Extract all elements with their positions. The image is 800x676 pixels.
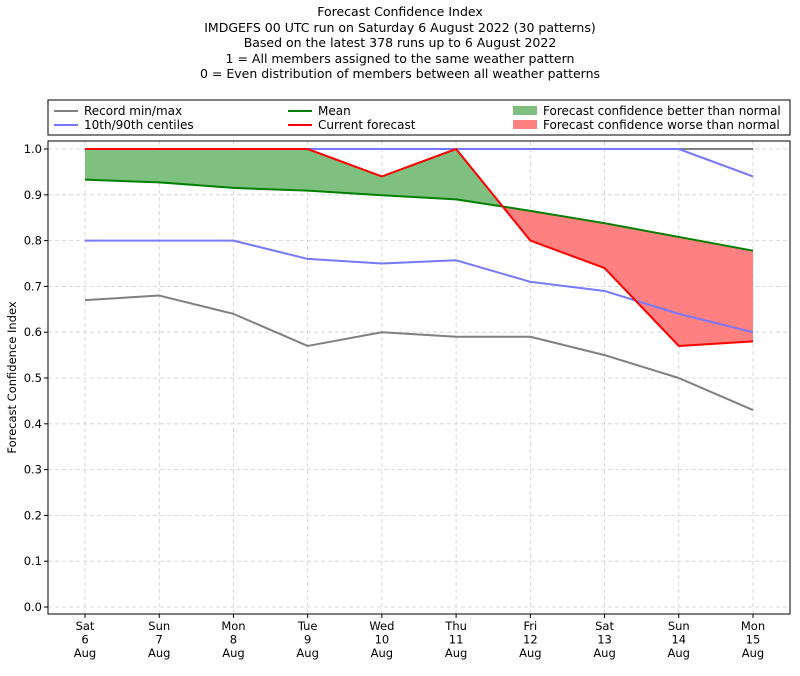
y-tick-label: 0.2: [24, 508, 42, 522]
x-tick-label: Mon 8 Aug: [221, 619, 245, 660]
confidence-fills: [85, 149, 753, 346]
series-line-record-min: [84, 294, 754, 411]
x-tick-label: Thu 11 Aug: [444, 619, 467, 660]
legend-label: Current forecast: [318, 118, 416, 132]
y-tick-label: 0.0: [24, 600, 42, 614]
x-tick-label-line: Tue: [297, 619, 318, 633]
x-tick-label-line: 7: [156, 633, 163, 647]
x-tick-label-line: Mon: [741, 619, 765, 633]
fill-better-than-normal: [85, 149, 503, 207]
x-tick-label-line: Fri: [523, 619, 537, 633]
x-tick-label-line: Aug: [222, 646, 244, 660]
x-tick-label-line: 10: [375, 633, 390, 647]
x-tick-label: Sat 13 Aug: [593, 619, 615, 660]
plot-area: 0.0 0.1 0.2 0.3 0.4 0.5 0.6 0.7 0.8 0.9 1.0 Forecas…: [5, 140, 791, 660]
x-tick-label-line: Aug: [148, 646, 170, 660]
legend-label: 10th/90th centiles: [84, 118, 194, 132]
legend-item: Forecast confidence worse than normal: [513, 118, 780, 132]
legend-item: Current forecast: [288, 118, 416, 132]
x-tick-label: Fri 12 Aug: [519, 619, 541, 660]
x-tick-label: Sun 7 Aug: [148, 619, 170, 660]
x-tick-label-line: Wed: [369, 619, 394, 633]
x-tick-label: Sat 6 Aug: [74, 619, 96, 660]
x-tick-label-line: Aug: [519, 646, 541, 660]
y-tick-label: 0.6: [24, 325, 42, 339]
plot-background: [48, 141, 790, 614]
y-tick-label: 0.9: [24, 188, 42, 202]
y-tick-label: 0.3: [24, 463, 42, 477]
x-tick-label-line: Aug: [371, 646, 393, 660]
legend-label: Forecast confidence better than normal: [543, 104, 781, 118]
x-tick-label-line: 12: [523, 633, 538, 647]
legend-item: Record min/max: [54, 104, 182, 118]
chart-subtitle-line-1: IMDGEFS 00 UTC run on Saturday 6 August …: [204, 19, 596, 35]
y-tick-label: 0.7: [24, 279, 42, 293]
legend-box: [47, 99, 791, 136]
series-line-p10: [85, 239, 754, 334]
chart-subtitle-line-4: 0 = Even distribution of members between…: [199, 66, 601, 81]
chart-subtitle-line-3: 1 = All members assigned to the same wea…: [225, 50, 575, 66]
legend-swatch-patch: [513, 106, 537, 115]
legend-item: 10th/90th centiles: [54, 118, 194, 132]
x-tick-label: Wed 10 Aug: [369, 619, 394, 660]
y-tick-label: 0.8: [24, 234, 42, 248]
y-axis-label: Forecast Confidence Index: [5, 301, 19, 453]
x-tick-label-line: 6: [81, 633, 88, 647]
series-line-current: [85, 148, 754, 347]
chart-title: Forecast Confidence Index: [317, 4, 483, 19]
y-tick-label: 1.0: [24, 142, 42, 156]
legend-item: Mean: [288, 104, 351, 118]
x-tick-label-line: 14: [671, 633, 686, 647]
series-lines: [84, 148, 754, 411]
y-tick-label: 0.4: [24, 417, 42, 431]
x-tick-label-line: Aug: [668, 646, 690, 660]
x-tick-label-line: Mon: [221, 619, 245, 633]
legend-label: Record min/max: [84, 104, 182, 118]
x-tick-label: Mon 15 Aug: [741, 619, 765, 660]
x-tick-label-line: Sun: [148, 619, 170, 633]
y-axis: 0.0 0.1 0.2 0.3 0.4 0.5 0.6 0.7 0.8 0.9 1.0: [24, 142, 48, 614]
x-tick-label-line: Sat: [595, 619, 614, 633]
chart-subtitle-line-2: Based on the latest 378 runs up to 6 Aug…: [243, 35, 557, 50]
x-tick-label-line: Sun: [668, 619, 690, 633]
x-tick-label-line: Sat: [76, 619, 95, 633]
x-tick-label-line: Aug: [742, 646, 764, 660]
legend-label: Forecast confidence worse than normal: [543, 118, 780, 132]
x-tick-label-line: Aug: [593, 646, 615, 660]
x-tick-label-line: 9: [304, 633, 311, 647]
y-tick-label: 0.1: [24, 554, 42, 568]
x-tick-label: Tue 9 Aug: [296, 619, 318, 660]
x-tick-label-line: Thu: [444, 619, 467, 633]
fill-worse-than-normal: [502, 206, 753, 346]
x-tick-label-line: 15: [746, 633, 761, 647]
legend-label: Mean: [318, 104, 351, 118]
x-tick-label-line: Aug: [296, 646, 318, 660]
x-tick-label-line: Aug: [445, 646, 467, 660]
x-tick-label: Sun 14 Aug: [668, 619, 690, 660]
series-line-mean: [84, 178, 754, 252]
x-tick-label-line: 13: [597, 633, 612, 647]
x-tick-label-line: 11: [449, 633, 464, 647]
y-tick-label: 0.5: [24, 371, 42, 385]
chart-title-block: Forecast Confidence Index IMDGEFS 00 UTC…: [0, 4, 800, 82]
legend-swatch-patch: [513, 120, 537, 129]
legend-item: Forecast confidence better than normal: [513, 104, 781, 118]
x-tick-label-line: Aug: [74, 646, 96, 660]
x-tick-label-line: 8: [230, 633, 237, 647]
